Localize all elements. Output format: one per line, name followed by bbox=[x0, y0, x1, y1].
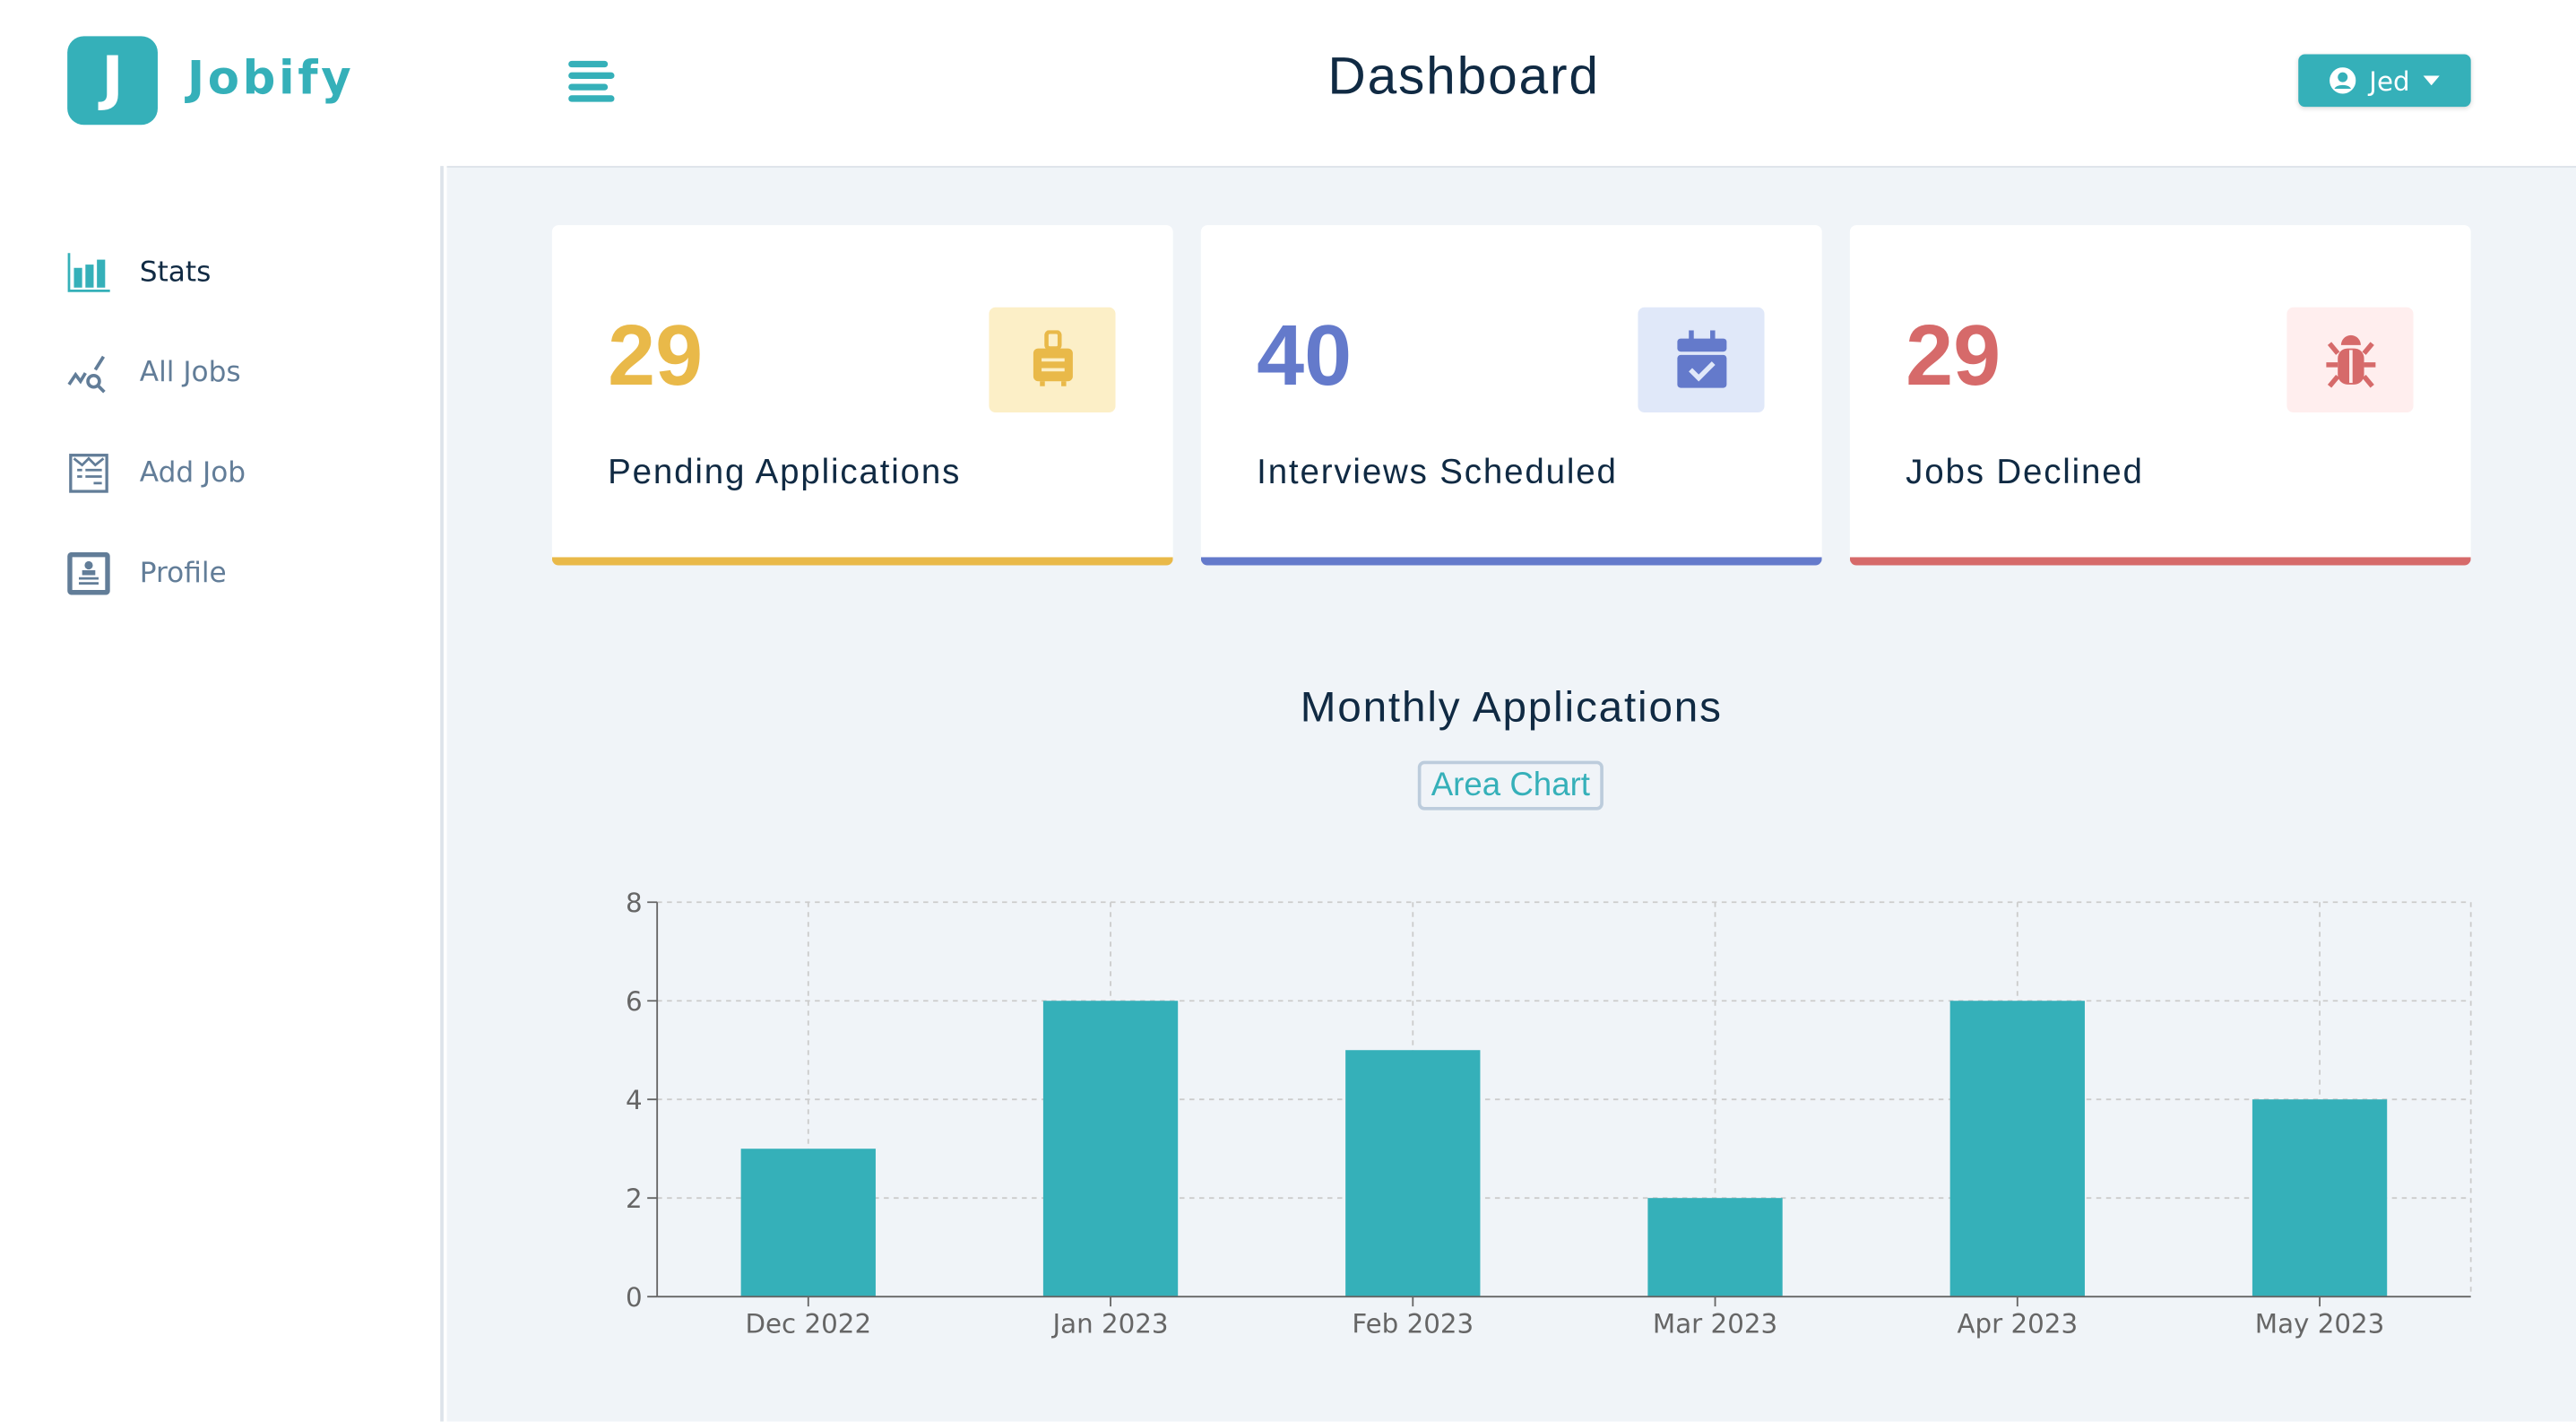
caret-down-icon bbox=[2423, 75, 2440, 86]
bar bbox=[1647, 1198, 1783, 1297]
sidebar-item-profile[interactable]: Profile bbox=[67, 551, 227, 595]
bar bbox=[740, 1149, 876, 1297]
user-name: Jed bbox=[2369, 65, 2410, 97]
bar bbox=[1345, 1050, 1481, 1297]
bar bbox=[1042, 1001, 1179, 1297]
stat-card-pending: 29 Pending Applications bbox=[551, 225, 1173, 566]
logo: J bbox=[67, 36, 158, 126]
user-menu-button[interactable]: Jed bbox=[2298, 54, 2471, 108]
chart-title: Monthly Applications bbox=[1300, 681, 1723, 732]
stat-card-interviews: 40 Interviews Scheduled bbox=[1200, 225, 1822, 566]
y-tick-label: 0 bbox=[626, 1282, 643, 1313]
x-tick-label: May 2023 bbox=[2255, 1308, 2385, 1339]
y-tick-label: 8 bbox=[626, 888, 643, 918]
form-icon bbox=[69, 454, 108, 493]
bar bbox=[1949, 1001, 2085, 1297]
sidebar-item-label: Profile bbox=[139, 557, 227, 591]
stat-value: 29 bbox=[608, 308, 704, 404]
y-tick-label: 6 bbox=[626, 986, 643, 1017]
x-tick-label: Feb 2023 bbox=[1352, 1308, 1474, 1339]
chart-search-icon bbox=[67, 355, 106, 394]
stat-value: 40 bbox=[1257, 308, 1353, 404]
stat-label: Jobs Declined bbox=[1906, 453, 2144, 492]
sidebar-item-label: Add Job bbox=[139, 456, 246, 490]
top-navbar: J Jobify Dashboard Jed bbox=[0, 0, 2576, 167]
sidebar-item-all-jobs[interactable]: All Jobs bbox=[67, 351, 241, 395]
stat-label: Interviews Scheduled bbox=[1257, 453, 1618, 492]
bar bbox=[2252, 1099, 2388, 1297]
x-tick-label: Apr 2023 bbox=[1957, 1308, 2078, 1339]
stat-card-declined: 29 Jobs Declined bbox=[1849, 225, 2471, 566]
suitcase-icon bbox=[989, 307, 1116, 413]
y-tick-label: 2 bbox=[626, 1184, 643, 1214]
calendar-check-icon bbox=[1638, 307, 1765, 413]
sidebar-item-label: Stats bbox=[139, 256, 212, 290]
user-circle-icon bbox=[2330, 67, 2356, 94]
brand-name: Jobify bbox=[186, 50, 355, 106]
sidebar-item-stats[interactable]: Stats bbox=[67, 251, 211, 294]
monthly-applications-chart: 0 2 4 6 8 Dec 2022 Jan 2023 Feb 2023 Mar 2023 Apr… bbox=[626, 888, 2472, 1339]
chart-type-toggle-button[interactable]: Area Chart bbox=[1417, 760, 1604, 811]
sidebar-item-add-job[interactable]: Add Job bbox=[67, 452, 246, 495]
sidebar-item-label: All Jobs bbox=[139, 356, 241, 390]
bug-icon bbox=[2286, 307, 2414, 413]
bar-chart-icon bbox=[67, 253, 110, 292]
x-tick-label: Jan 2023 bbox=[1050, 1308, 1168, 1339]
stat-label: Pending Applications bbox=[608, 453, 962, 492]
x-tick-label: Dec 2022 bbox=[745, 1308, 871, 1339]
page-title: Dashboard bbox=[1327, 46, 1600, 106]
x-tick-label: Mar 2023 bbox=[1653, 1308, 1777, 1339]
menu-toggle-icon[interactable] bbox=[568, 57, 615, 103]
y-tick-label: 4 bbox=[626, 1085, 643, 1115]
stat-value: 29 bbox=[1906, 308, 2001, 404]
profile-card-icon bbox=[67, 551, 110, 595]
